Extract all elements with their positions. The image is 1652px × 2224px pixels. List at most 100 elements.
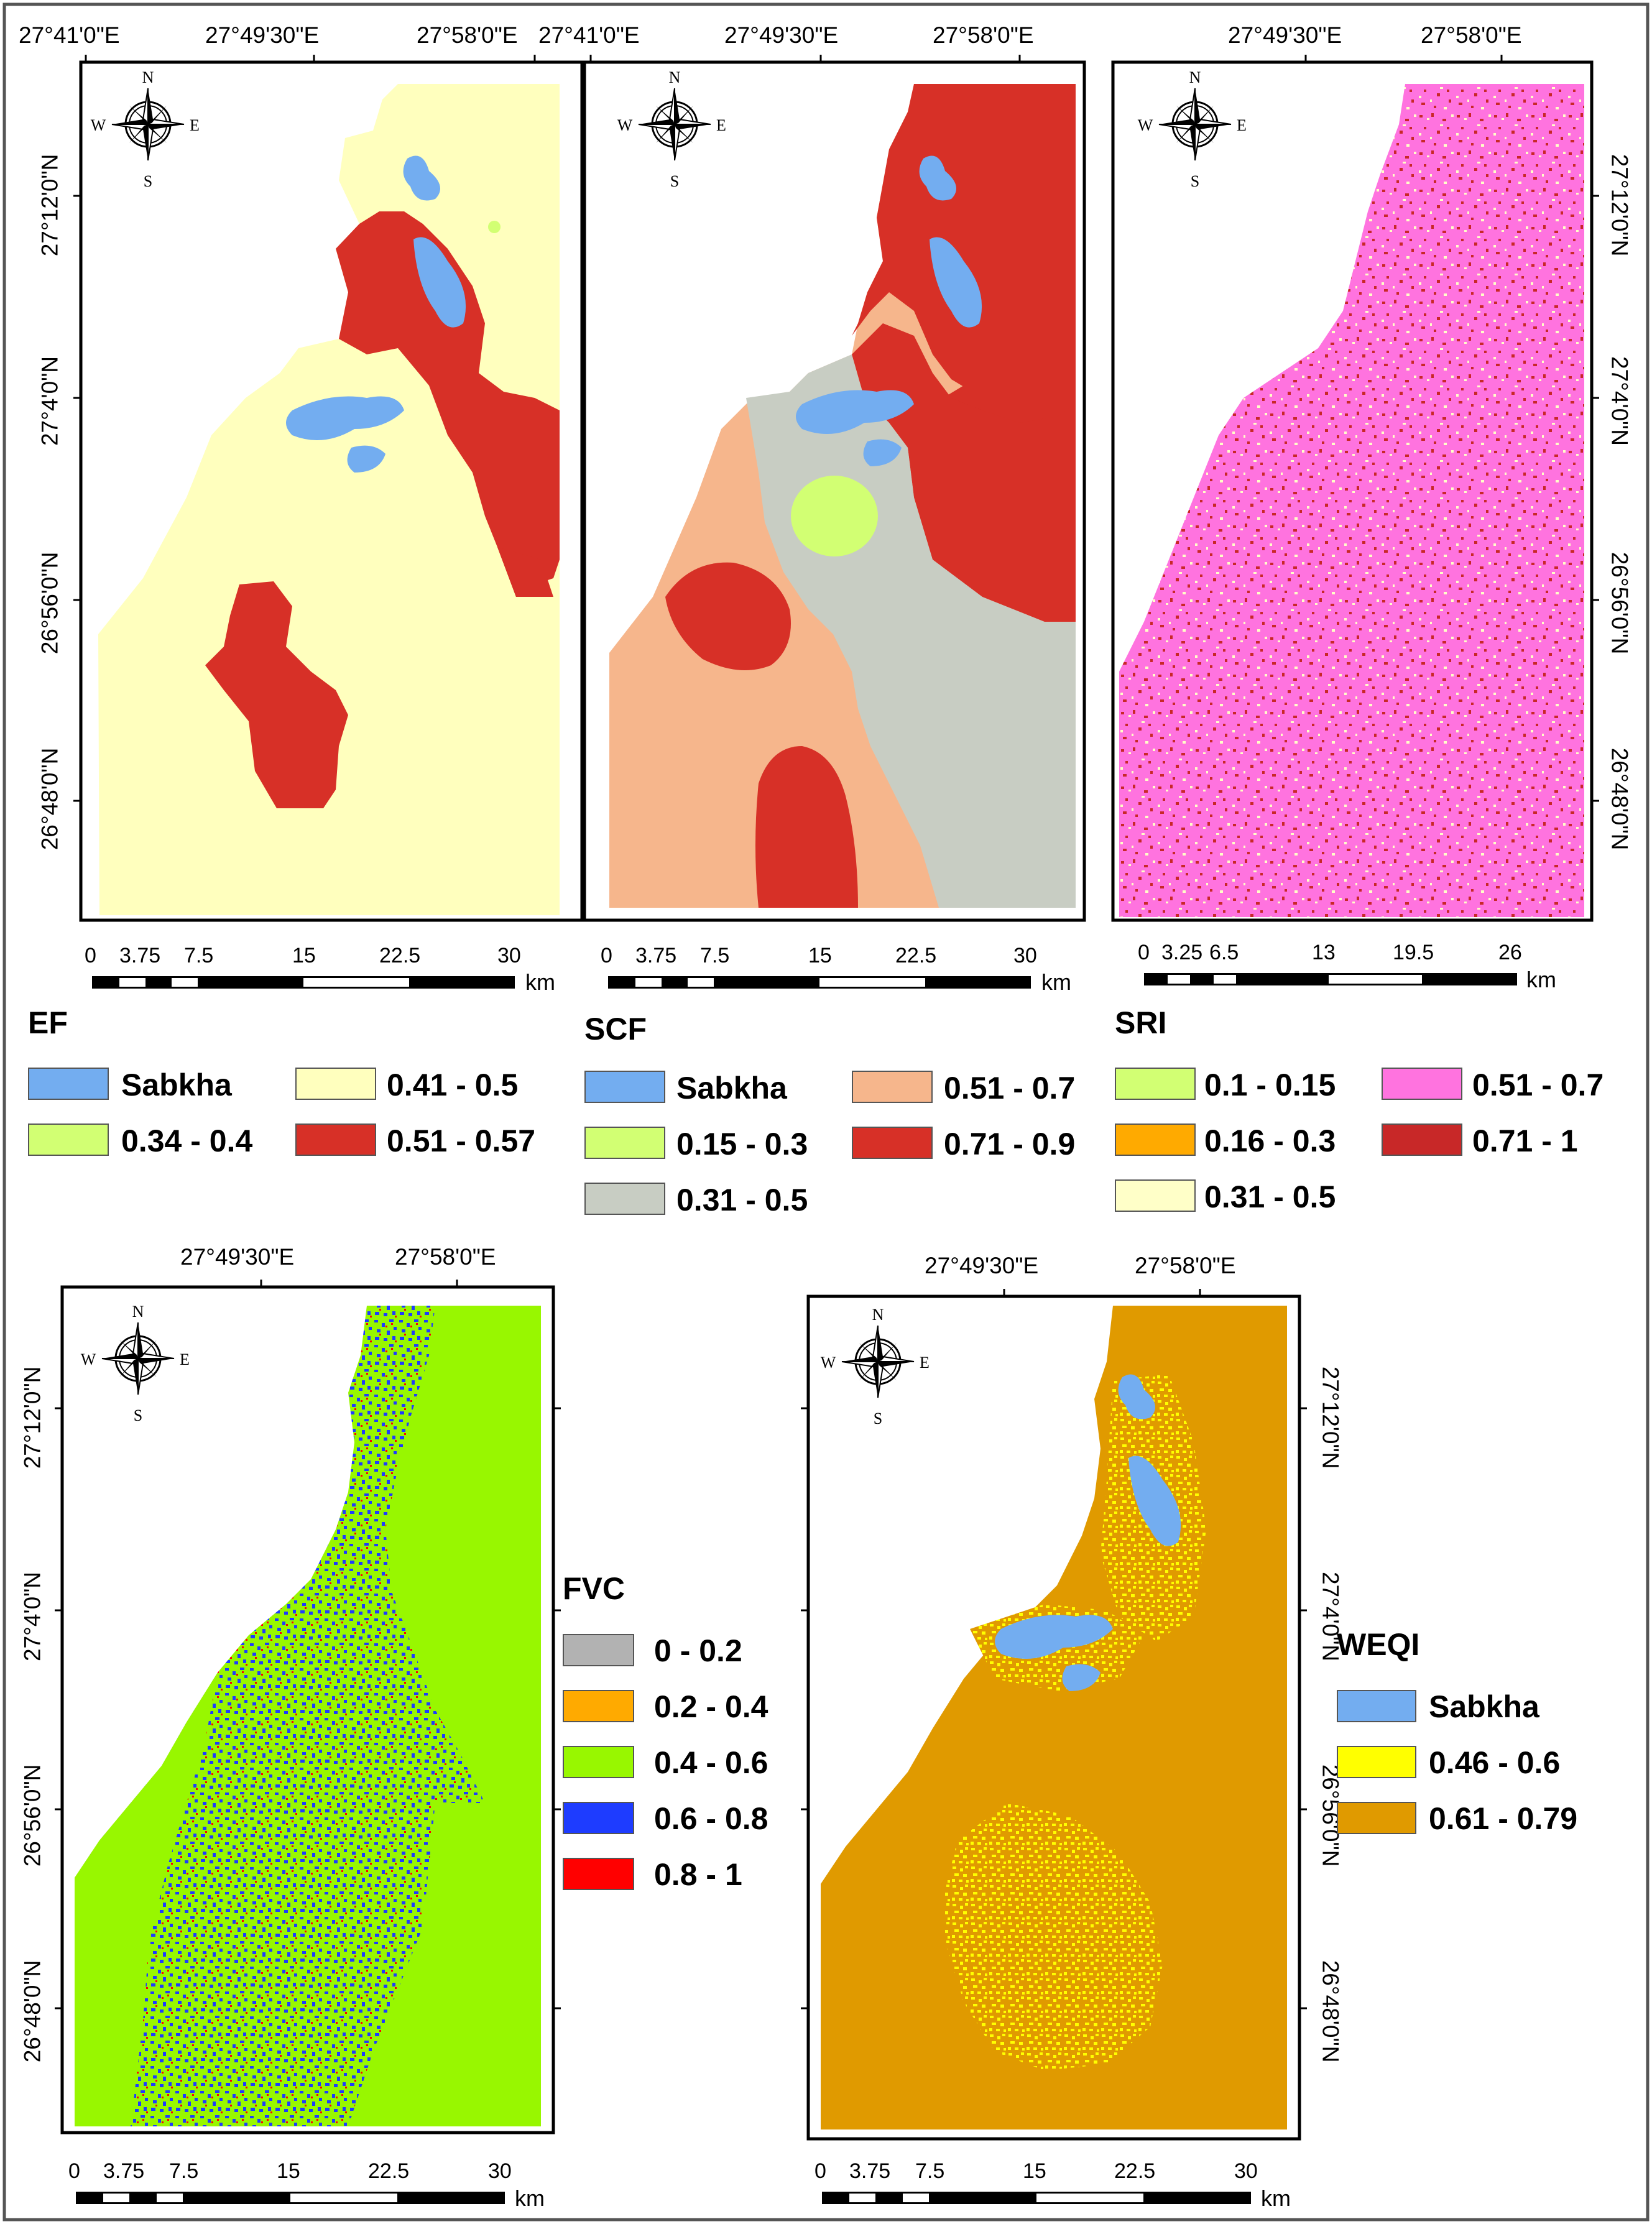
weqi-compass-e: E <box>920 1354 930 1372</box>
scf-scale-bar <box>608 976 1031 989</box>
scf-compass-e: E <box>716 116 726 134</box>
fvc-legend-label-3: 0.4 - 0.6 <box>654 1745 768 1780</box>
ef-map: N S E W <box>73 55 584 922</box>
scf-sabkha-3 <box>796 390 914 434</box>
scf-scale-1: 3.75 <box>635 944 677 967</box>
sri-legend-label-2: 0.16 - 0.3 <box>1204 1124 1336 1158</box>
sri-scale-1: 3.25 <box>1161 941 1203 964</box>
sri-legend-label-3: 0.31 - 0.5 <box>1204 1179 1336 1214</box>
fvc-scale-1: 3.75 <box>103 2159 145 2183</box>
fvc-green-west <box>75 1673 218 2126</box>
weqi-sabkha-2 <box>1128 1456 1181 1546</box>
weqi-scale-3: 15 <box>1023 2159 1046 2183</box>
fvc-legend-label-2: 0.2 - 0.4 <box>654 1689 768 1724</box>
weqi-scale-5: 30 <box>1234 2159 1258 2183</box>
scf-lon-label-1: 27°41'0"E <box>538 22 640 48</box>
fvc-scale-bar <box>76 2192 505 2204</box>
fvc-legend-label-1: 0 - 0.2 <box>654 1633 742 1668</box>
scf-green <box>791 476 878 556</box>
scf-scale-2: 7.5 <box>700 944 730 967</box>
ef-compass-e: E <box>190 116 200 134</box>
ef-scale-unit: km <box>525 969 555 995</box>
fvc-legend-swatch-1 <box>563 1634 634 1666</box>
ef-legend-label-sabkha: Sabkha <box>121 1068 232 1102</box>
fvc-lon-label-1: 27°49'30"E <box>180 1244 295 1270</box>
ef-lon-label-1: 27°41'0"E <box>19 22 120 48</box>
scf-compass-s: S <box>670 172 679 190</box>
ef-lon-label-3: 27°58'0"E <box>417 22 518 48</box>
scf-compass-n: N <box>669 68 681 86</box>
ef-sabkha-2 <box>413 237 466 328</box>
weqi-legend-label-sabkha: Sabkha <box>1429 1689 1539 1724</box>
weqi-scale-4: 22.5 <box>1114 2159 1156 2183</box>
scf-map-frame <box>583 60 1086 922</box>
ef-compass-n: N <box>142 68 154 86</box>
scf-legend-swatch-sabkha <box>584 1071 665 1103</box>
ef-high-east <box>497 547 553 597</box>
weqi-compass-s: S <box>874 1410 882 1428</box>
scf-legend-label-sabkha: Sabkha <box>676 1071 787 1105</box>
fvc-map-frame <box>60 1285 555 2134</box>
sri-scale-bar <box>1144 973 1517 985</box>
weqi-legend-swatch-low <box>1337 1746 1416 1778</box>
ef-legend-label-high: 0.51 - 0.57 <box>387 1124 536 1158</box>
ef-legend-swatch-low <box>28 1124 109 1156</box>
sri-legend-swatch-5 <box>1382 1124 1462 1156</box>
weqi-sabkha-4 <box>1062 1664 1101 1691</box>
sri-compass-w: W <box>1138 116 1153 134</box>
sri-lon-label-2: 27°58'0"E <box>1421 22 1522 48</box>
fvc-green-east <box>348 1803 541 2126</box>
ef-scale-bar <box>92 976 515 989</box>
scf-sabkha-1 <box>919 155 956 201</box>
sri-scale-2: 6.5 <box>1209 941 1239 964</box>
fvc-legend-swatch-4 <box>563 1802 634 1834</box>
weqi-scale-1: 3.75 <box>849 2159 891 2183</box>
sri-scale-4: 19.5 <box>1393 941 1434 964</box>
fvc-legend-label-5: 0.8 - 1 <box>654 1857 742 1892</box>
ef-high-north <box>336 211 560 597</box>
scf-scale-3: 15 <box>808 944 832 967</box>
ef-compass-w: W <box>91 116 106 134</box>
weqi-legend-swatch-high <box>1337 1802 1416 1834</box>
ef-sabkha-4 <box>347 445 385 473</box>
ef-legend-swatch-mid <box>295 1068 376 1100</box>
scf-legend-swatch-red <box>852 1127 933 1159</box>
sri-legend-swatch-3 <box>1115 1179 1196 1212</box>
ef-low-patch <box>488 221 501 233</box>
scf-scale-4: 22.5 <box>895 944 937 967</box>
sri-scale-5: 26 <box>1498 941 1522 964</box>
sri-legend-label-1: 0.1 - 0.15 <box>1204 1068 1336 1102</box>
fvc-legend-swatch-3 <box>563 1746 634 1778</box>
sri-lon-label-1: 27°49'30"E <box>1228 22 1342 48</box>
sri-legend-swatch-1 <box>1115 1068 1196 1100</box>
weqi-yellow-south <box>945 1803 1163 2070</box>
scf-legend-label-green: 0.15 - 0.3 <box>676 1127 808 1161</box>
fvc-scale-3: 15 <box>277 2159 300 2183</box>
ef-scale-3: 15 <box>292 944 316 967</box>
weqi-compass-icon <box>841 1324 915 1399</box>
scf-red-west <box>665 562 791 670</box>
scf-legend-swatch-green <box>584 1127 665 1159</box>
scf-scale-5: 30 <box>1013 944 1037 967</box>
ef-scale-5: 30 <box>497 944 521 967</box>
ef-sabkha-3 <box>286 396 404 440</box>
fvc-legend-swatch-5 <box>563 1858 634 1890</box>
scf-sabkha-4 <box>863 439 902 466</box>
fvc-legend-title: FVC <box>563 1571 625 1606</box>
ef-lon-label-2: 27°49'30"E <box>205 22 320 48</box>
scf-sabkha-2 <box>930 237 982 328</box>
weqi-map: N S E W <box>801 1289 1307 2141</box>
fvc-compass-icon <box>101 1321 175 1396</box>
scf-legend-label-orange: 0.51 - 0.7 <box>944 1071 1076 1105</box>
scf-legend-title: SCF <box>584 1012 647 1046</box>
fvc-map: N S E W <box>55 1280 561 2134</box>
fvc-compass-w: W <box>81 1350 96 1368</box>
sri-scale-unit: km <box>1526 967 1556 992</box>
weqi-scale-unit: km <box>1261 2185 1291 2211</box>
weqi-sabkha-1 <box>1118 1374 1155 1419</box>
scf-legend-label-grey: 0.31 - 0.5 <box>676 1183 808 1217</box>
weqi-scale-2: 7.5 <box>915 2159 945 2183</box>
ef-legend-title: EF <box>28 1005 68 1040</box>
